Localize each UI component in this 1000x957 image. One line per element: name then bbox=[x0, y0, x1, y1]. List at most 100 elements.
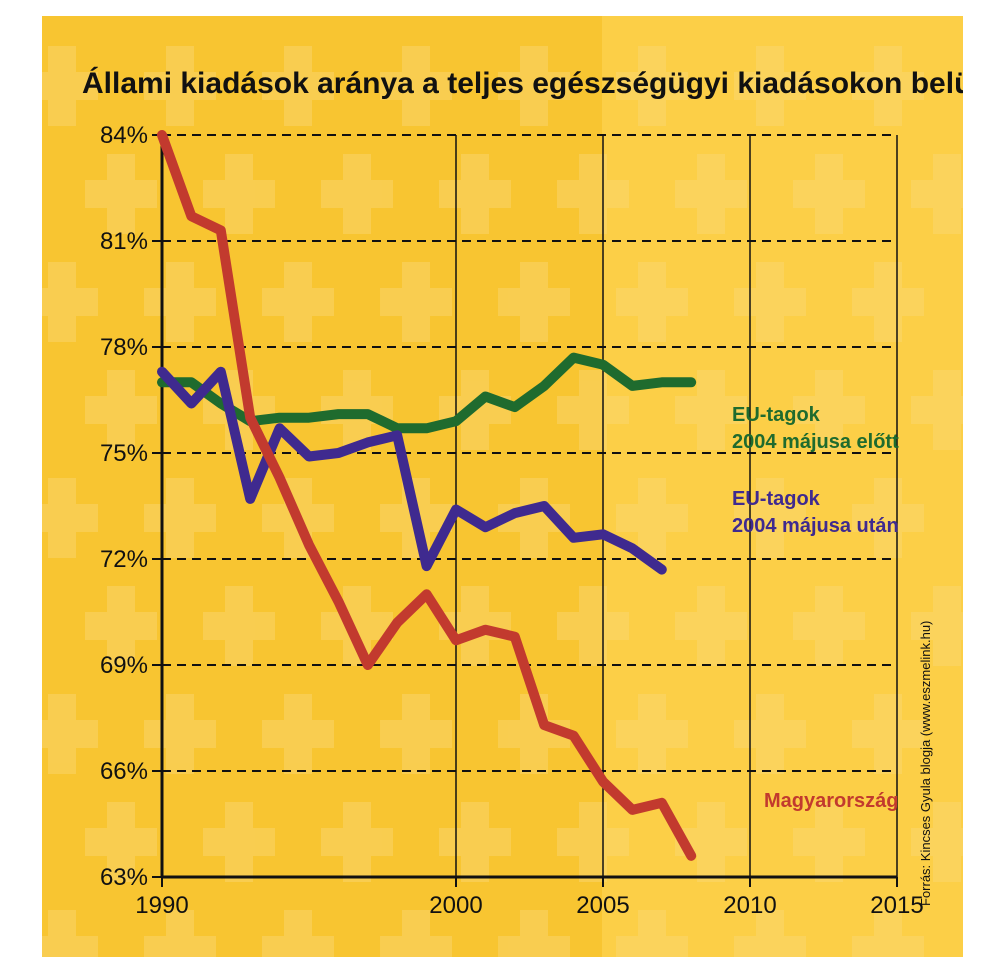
x-tick-label: 2005 bbox=[576, 892, 629, 919]
pattern-cross bbox=[380, 46, 452, 126]
pattern-cross-vertical bbox=[697, 586, 725, 666]
pattern-cross-horizontal bbox=[557, 828, 629, 856]
pattern-cross bbox=[321, 154, 393, 234]
pattern-cross-vertical bbox=[756, 262, 784, 342]
source-note: Forrás: Kincses Gyula blogja (www.eszmel… bbox=[918, 621, 933, 906]
pattern-cross bbox=[498, 46, 570, 126]
pattern-cross-vertical bbox=[461, 154, 489, 234]
pattern-cross bbox=[439, 802, 511, 882]
pattern-cross bbox=[144, 478, 216, 558]
pattern-cross-horizontal bbox=[852, 720, 924, 748]
pattern-cross-vertical bbox=[638, 46, 666, 126]
pattern-cross-vertical bbox=[638, 478, 666, 558]
pattern-cross-vertical bbox=[166, 478, 194, 558]
pattern-cross-horizontal bbox=[144, 936, 216, 957]
pattern-cross-vertical bbox=[815, 154, 843, 234]
chart-svg: Állami kiadások aránya a teljes egészség… bbox=[42, 16, 963, 957]
pattern-cross-horizontal bbox=[203, 612, 275, 640]
pattern-cross-vertical bbox=[520, 46, 548, 126]
pattern-cross-horizontal bbox=[144, 288, 216, 316]
pattern-cross bbox=[262, 46, 334, 126]
pattern-cross-vertical bbox=[225, 802, 253, 882]
pattern-cross bbox=[616, 910, 688, 957]
pattern-cross bbox=[734, 46, 806, 126]
pattern-cross-vertical bbox=[402, 262, 430, 342]
pattern-cross bbox=[852, 46, 924, 126]
series-label-line: EU-tagok bbox=[732, 404, 821, 426]
pattern-cross-horizontal bbox=[616, 936, 688, 957]
pattern-cross bbox=[85, 370, 157, 450]
pattern-cross-horizontal bbox=[793, 180, 865, 208]
pattern-cross-vertical bbox=[933, 586, 961, 666]
pattern-cross-vertical bbox=[48, 910, 76, 957]
pattern-cross bbox=[616, 478, 688, 558]
pattern-cross-horizontal bbox=[793, 828, 865, 856]
pattern-cross-horizontal bbox=[675, 612, 747, 640]
pattern-cross-horizontal bbox=[262, 936, 334, 957]
pattern-cross bbox=[911, 586, 963, 666]
pattern-cross-horizontal bbox=[852, 504, 924, 532]
pattern-cross bbox=[262, 262, 334, 342]
right-margin bbox=[963, 0, 1000, 957]
pattern-cross-vertical bbox=[402, 46, 430, 126]
pattern-cross-vertical bbox=[756, 694, 784, 774]
pattern-cross-horizontal bbox=[42, 72, 98, 100]
pattern-cross-horizontal bbox=[321, 828, 393, 856]
pattern-cross-horizontal bbox=[852, 72, 924, 100]
pattern-cross-horizontal bbox=[380, 720, 452, 748]
pattern-cross-horizontal bbox=[42, 288, 98, 316]
y-tick-label: 78% bbox=[100, 334, 148, 361]
y-tick-label: 72% bbox=[100, 546, 148, 573]
y-tick-label: 75% bbox=[100, 440, 148, 467]
y-tick-label: 84% bbox=[100, 122, 148, 149]
pattern-cross bbox=[203, 154, 275, 234]
y-tick-label: 69% bbox=[100, 652, 148, 679]
pattern-cross-vertical bbox=[166, 694, 194, 774]
pattern-cross bbox=[439, 154, 511, 234]
pattern-cross-horizontal bbox=[734, 504, 806, 532]
pattern-cross bbox=[498, 910, 570, 957]
pattern-cross-horizontal bbox=[616, 504, 688, 532]
chart-title: Állami kiadások aránya a teljes egészség… bbox=[82, 66, 963, 100]
pattern-cross-horizontal bbox=[675, 180, 747, 208]
pattern-cross-vertical bbox=[284, 910, 312, 957]
pattern-cross-horizontal bbox=[498, 936, 570, 957]
pattern-cross bbox=[380, 262, 452, 342]
pattern-cross bbox=[734, 478, 806, 558]
pattern-cross bbox=[616, 46, 688, 126]
pattern-cross-horizontal bbox=[42, 936, 98, 957]
pattern-cross bbox=[793, 802, 865, 882]
pattern-cross-horizontal bbox=[734, 288, 806, 316]
pattern-cross-horizontal bbox=[557, 612, 629, 640]
pattern-cross-horizontal bbox=[380, 288, 452, 316]
pattern-cross-horizontal bbox=[439, 180, 511, 208]
pattern-cross-horizontal bbox=[262, 288, 334, 316]
pattern-cross bbox=[793, 586, 865, 666]
pattern-cross-vertical bbox=[815, 586, 843, 666]
pattern-cross-horizontal bbox=[911, 180, 963, 208]
pattern-cross-vertical bbox=[638, 694, 666, 774]
y-tick-label: 63% bbox=[100, 864, 148, 891]
pattern-cross bbox=[144, 262, 216, 342]
pattern-cross-horizontal bbox=[439, 828, 511, 856]
pattern-cross bbox=[42, 262, 98, 342]
pattern-cross-horizontal bbox=[616, 288, 688, 316]
pattern-cross-vertical bbox=[638, 910, 666, 957]
pattern-cross bbox=[734, 262, 806, 342]
pattern-cross-vertical bbox=[638, 262, 666, 342]
pattern-cross bbox=[793, 154, 865, 234]
pattern-cross bbox=[203, 802, 275, 882]
pattern-cross-vertical bbox=[697, 154, 725, 234]
pattern-cross-vertical bbox=[756, 910, 784, 957]
pattern-cross bbox=[42, 46, 98, 126]
pattern-cross-horizontal bbox=[85, 180, 157, 208]
pattern-cross-horizontal bbox=[734, 72, 806, 100]
x-tick-label: 2015 bbox=[870, 892, 923, 919]
pattern-cross-vertical bbox=[107, 586, 135, 666]
pattern-cross-vertical bbox=[107, 154, 135, 234]
pattern-cross-vertical bbox=[166, 46, 194, 126]
x-tick-label: 1990 bbox=[135, 892, 188, 919]
pattern-cross-horizontal bbox=[85, 396, 157, 424]
y-tick-label: 66% bbox=[100, 758, 148, 785]
pattern-cross-horizontal bbox=[42, 720, 98, 748]
